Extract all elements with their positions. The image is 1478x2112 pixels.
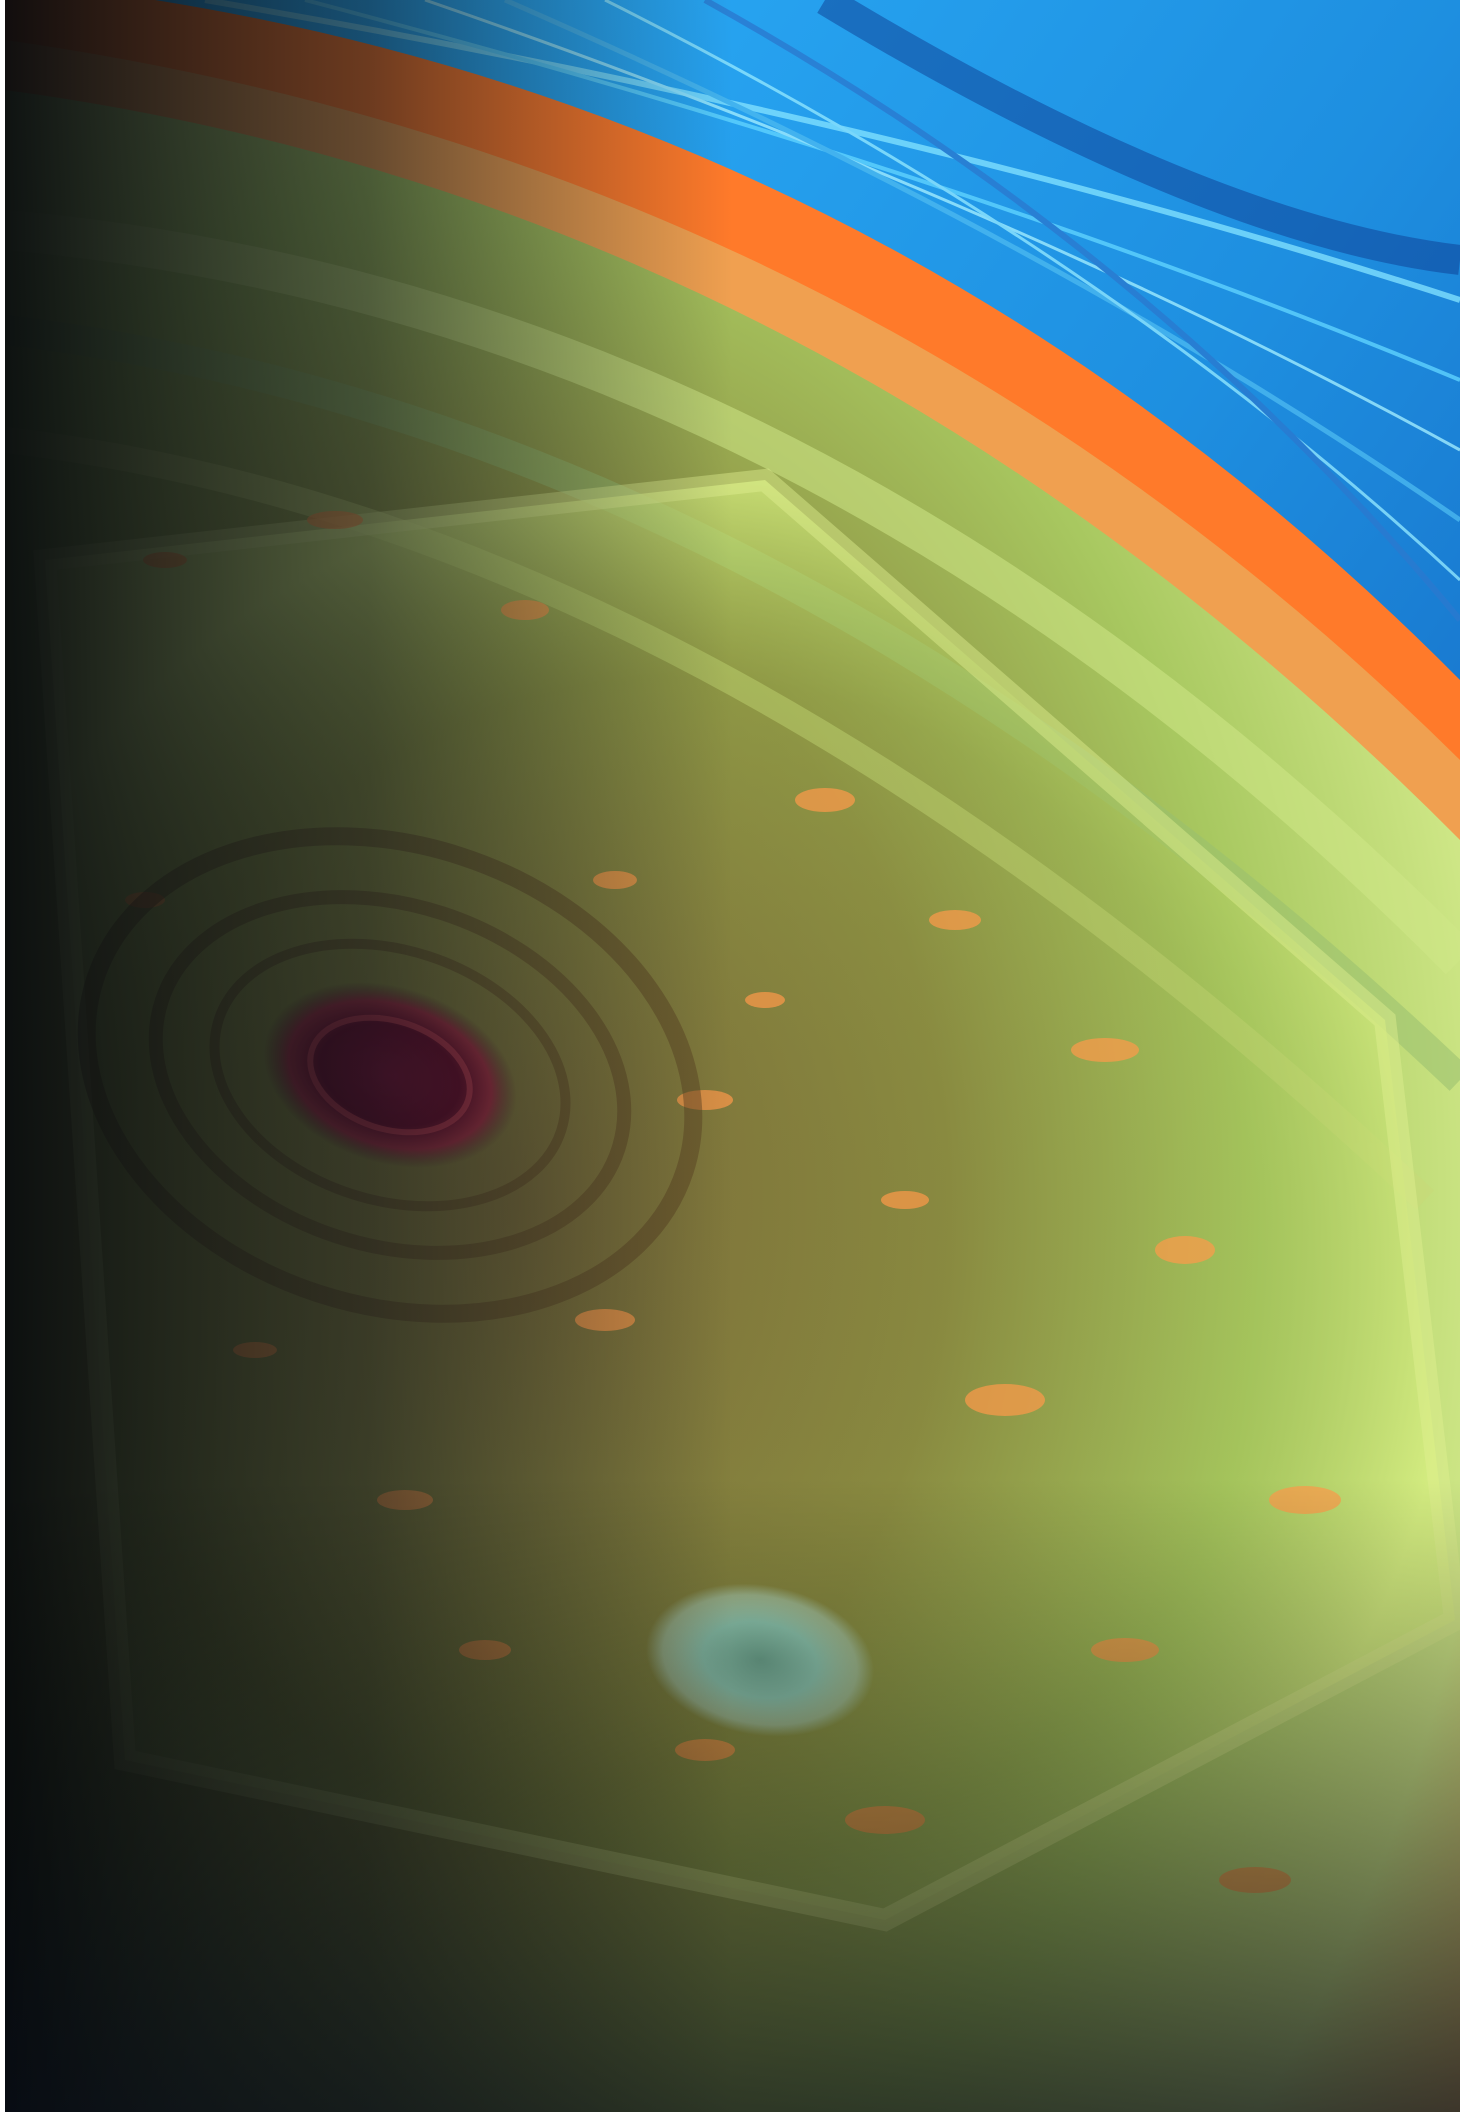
planet-photo [5,0,1460,2112]
planet-image-svg [5,0,1460,2112]
bottom-shadow [5,0,1460,2112]
